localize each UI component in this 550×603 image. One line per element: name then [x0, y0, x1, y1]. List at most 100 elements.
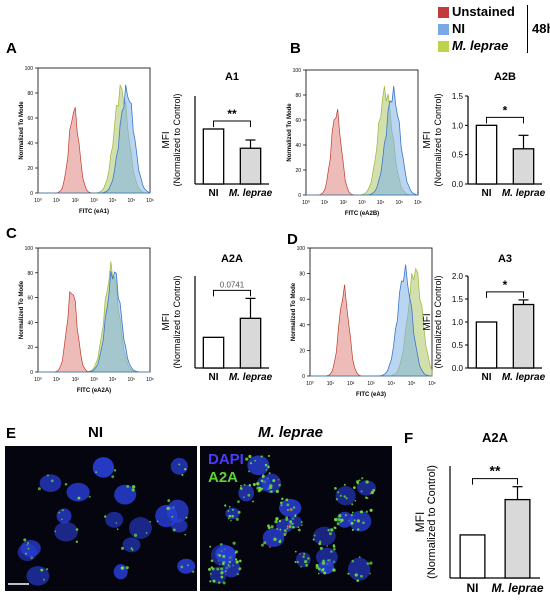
a2a-signal — [61, 518, 63, 521]
a2a-signal — [260, 479, 264, 483]
a2a-signal — [228, 514, 232, 518]
a2a-signal — [247, 493, 251, 497]
a2a-signal — [273, 537, 277, 541]
a2a-signal — [305, 564, 309, 567]
hist-xtick-label: 10³ — [367, 381, 375, 387]
hist-ytick-label: 40 — [299, 323, 305, 329]
a2a-signal — [365, 496, 368, 499]
hist-xtick-label: 10¹ — [53, 377, 61, 383]
micrograph-ni-label: NI — [88, 424, 103, 441]
a2a-signal — [131, 488, 135, 492]
a2a-signal — [126, 485, 130, 488]
a2a-signal — [46, 474, 49, 477]
a2a-signal — [220, 567, 224, 571]
hist-ytick-label: 100 — [25, 246, 34, 252]
a2a-signal — [294, 560, 297, 563]
hist-ytick-label: 40 — [295, 143, 301, 149]
a2a-signal — [242, 496, 245, 498]
a2a-signal — [317, 572, 320, 575]
a2a-signal — [210, 559, 214, 563]
hist-ni — [38, 271, 150, 373]
chart-ytick-label: 1.5 — [452, 92, 464, 101]
a2a-signal — [54, 530, 57, 533]
a2a-signal — [280, 504, 283, 507]
a2a-signal — [278, 519, 282, 523]
a2a-signal — [267, 465, 270, 469]
nucleus — [261, 473, 281, 494]
legend-label-unstained: Unstained — [452, 4, 515, 19]
a2a-signal — [240, 484, 243, 487]
hist-ylabel: Normalized To Mode — [291, 282, 297, 341]
a2a-signal — [275, 517, 279, 521]
a2a-signal — [357, 528, 360, 531]
a2a-signal — [260, 455, 263, 458]
panel-letter-f: F — [404, 430, 414, 447]
hist-xtick-label: 10⁰ — [302, 200, 310, 206]
a2a-signal — [235, 560, 239, 564]
hist-ytick-label: 100 — [25, 66, 34, 72]
panel-letter-c: C — [6, 225, 17, 242]
nucleus — [122, 537, 141, 553]
a2a-signal — [222, 554, 226, 558]
a2a-signal — [297, 526, 300, 528]
a2a-signal — [286, 508, 290, 512]
chart-significance-label: ** — [490, 463, 501, 479]
hist-xtick-label: 10⁵ — [408, 381, 416, 387]
hist-ytick-label: 40 — [27, 141, 33, 147]
nucleus — [295, 552, 311, 568]
a2a-signal — [209, 580, 212, 583]
bar-chart-a2b: A2B 0.0 0.5 1.0 1.5 MFI (Normalized to Control… — [422, 71, 546, 199]
chart-category-label: M. leprae — [229, 372, 273, 383]
a2a-signal — [267, 454, 270, 457]
a2a-signal — [133, 533, 138, 537]
a2a-signal — [358, 479, 361, 482]
a2a-signal — [351, 503, 354, 506]
bacillus-signal — [287, 525, 290, 528]
chart-bar — [239, 147, 262, 185]
a2a-signal — [315, 563, 319, 567]
a2a-signal — [238, 567, 242, 571]
a2a-signal — [236, 573, 239, 576]
chart-ylabel-sub: (Normalized to Control) — [433, 93, 443, 186]
a2a-signal — [130, 547, 133, 550]
hist-xtick-label: 10⁶ — [414, 200, 422, 206]
a2a-signal — [276, 527, 279, 530]
chart-bar — [512, 303, 535, 369]
a2a-signal — [228, 505, 231, 508]
micrograph-dapi-label: DAPI — [208, 451, 244, 468]
legend: Unstained NI M. leprae 48h — [438, 3, 550, 55]
a2a-signal — [184, 533, 187, 536]
chart-bar — [512, 148, 535, 185]
hist-xtick-label: 10² — [72, 198, 80, 204]
chart-bar — [475, 321, 498, 369]
legend-group-label: 48h — [532, 21, 550, 36]
a2a-signal — [288, 525, 292, 529]
hist-ylabel: Normalized To Mode — [287, 103, 293, 162]
a2a-signal — [40, 568, 44, 572]
a2a-signal — [361, 477, 364, 480]
a2a-signal — [75, 540, 79, 543]
chart-ylabel: MFI — [422, 313, 433, 330]
hist-xlabel: FITC (eA2A) — [77, 388, 111, 394]
a2a-signal — [95, 471, 98, 474]
chart-ytick-label: 0.5 — [452, 151, 464, 160]
hist-xtick-label: 10⁰ — [306, 381, 314, 387]
chart-bar — [459, 534, 486, 579]
panel-letter-e: E — [6, 425, 17, 442]
hist-ytick-label: 0 — [302, 374, 305, 380]
a2a-signal — [265, 468, 268, 471]
a2a-signal — [227, 509, 230, 512]
panel-letter-d: D — [287, 231, 298, 248]
a2a-signal — [149, 520, 152, 523]
a2a-signal — [185, 516, 188, 519]
chart-category-label: M. leprae — [502, 372, 546, 383]
legend-label-ni: NI — [452, 21, 465, 36]
nucleus — [209, 566, 227, 584]
chart-ylabel-sub: (Normalized to Control) — [426, 465, 438, 579]
a2a-signal — [252, 500, 254, 503]
hist-xlabel: FITC (eA2B) — [345, 211, 379, 217]
hist-ni — [38, 84, 151, 194]
a2a-signal — [243, 483, 246, 486]
chart-ytick-label: 1.0 — [452, 318, 464, 327]
a2a-signal — [231, 514, 234, 518]
